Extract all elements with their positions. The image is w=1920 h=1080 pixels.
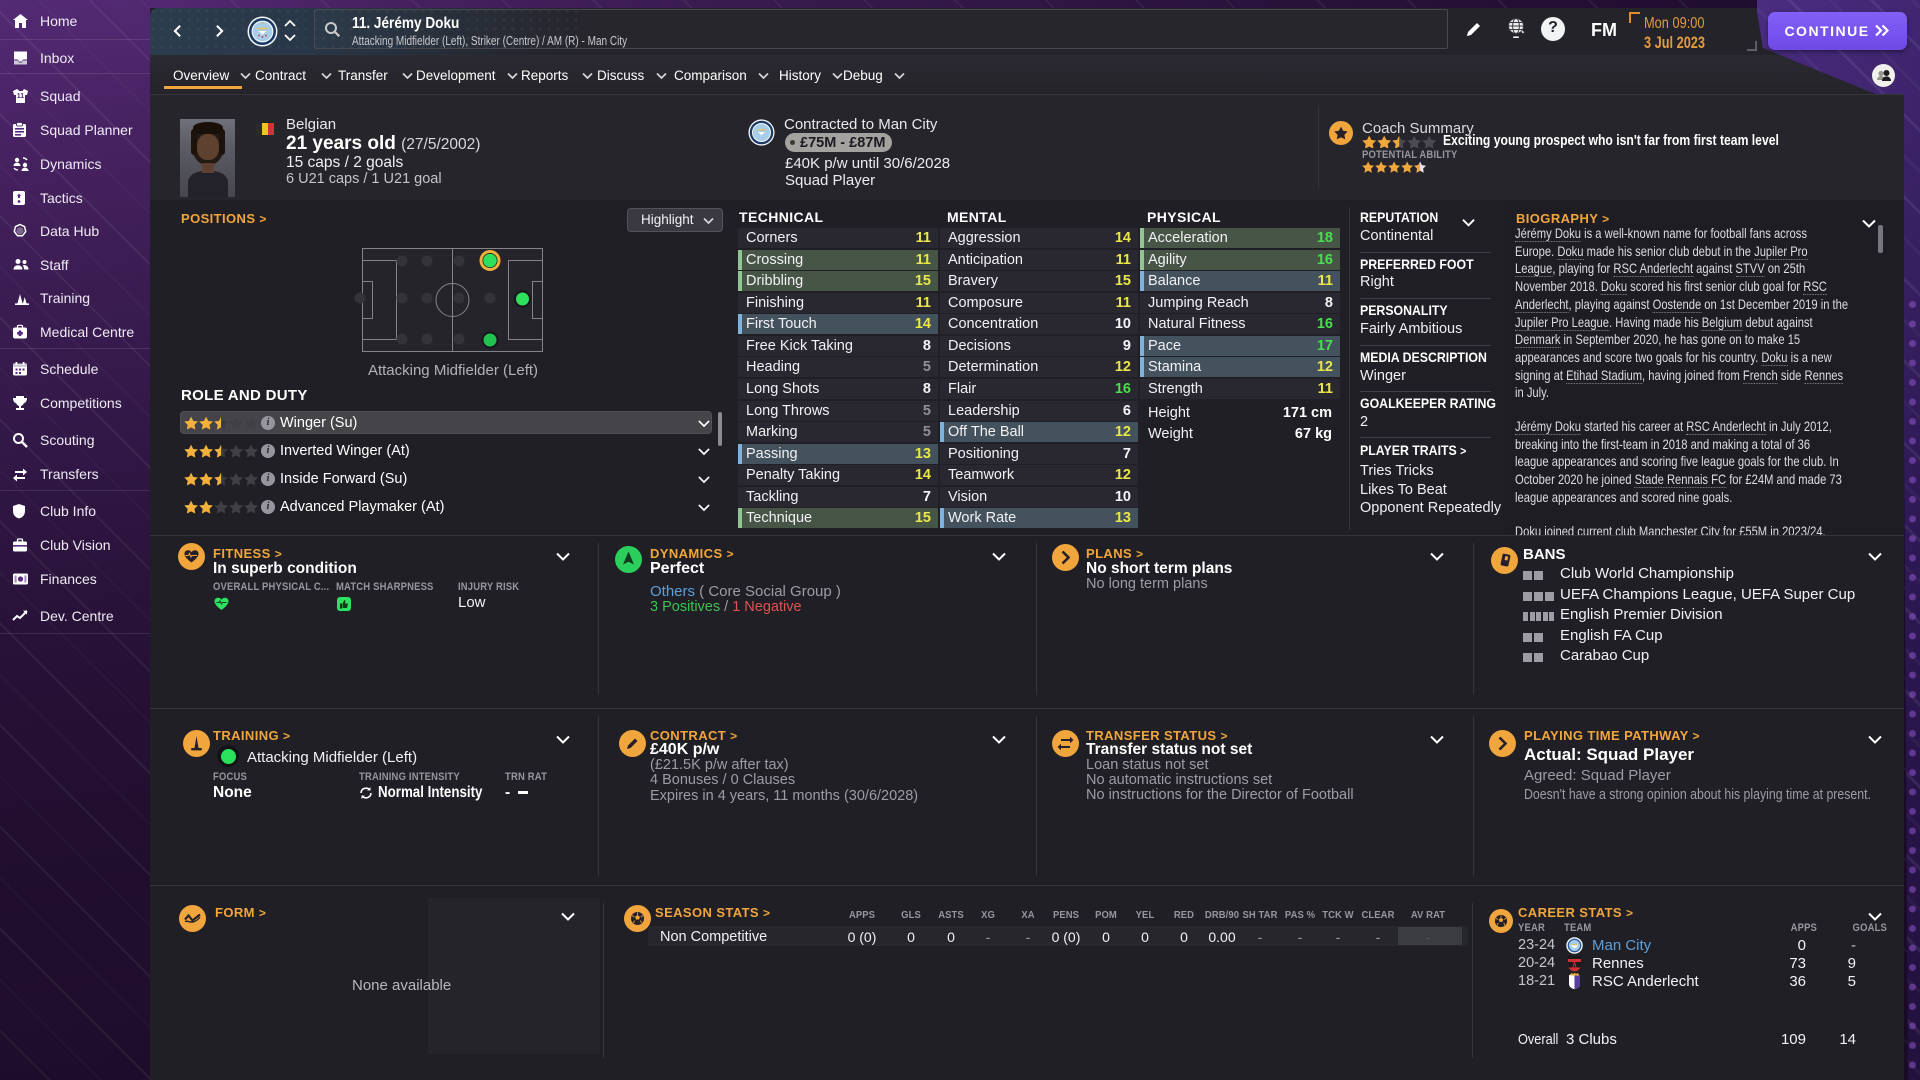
svg-text:11: 11 xyxy=(17,93,25,100)
